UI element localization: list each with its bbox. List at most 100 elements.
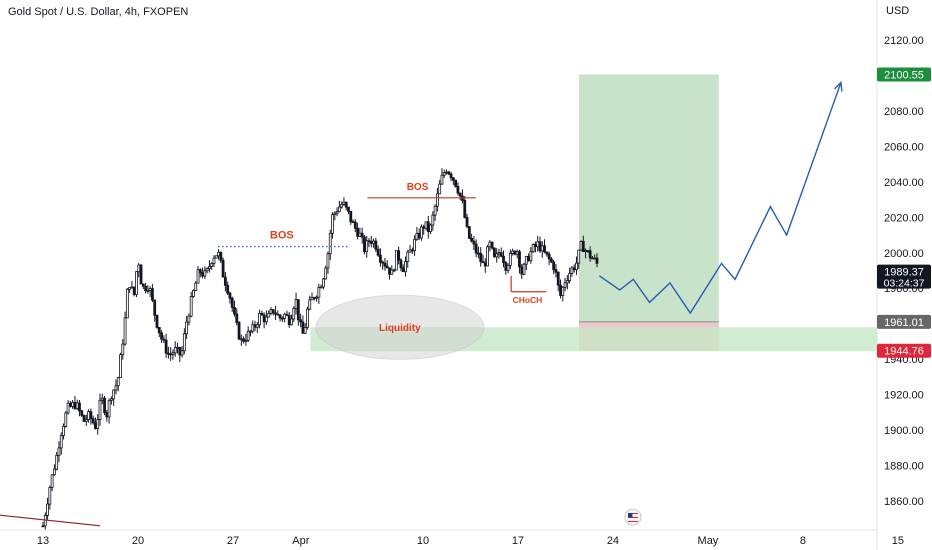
candle-body xyxy=(294,299,298,309)
candle-body xyxy=(404,261,407,273)
candle-body xyxy=(219,251,223,261)
candle-body xyxy=(123,317,127,345)
candle-body xyxy=(148,288,152,291)
candle-body xyxy=(467,226,471,239)
candle-body xyxy=(540,245,544,252)
candle-body xyxy=(483,262,487,267)
candle-body xyxy=(78,402,81,412)
candle-body xyxy=(408,249,412,253)
take-profit-zone xyxy=(579,74,719,322)
candle-body xyxy=(593,257,597,260)
candle-body xyxy=(132,286,136,295)
candle-body xyxy=(274,312,277,315)
candle-body xyxy=(331,214,334,234)
candle-body xyxy=(98,399,102,421)
current-price-badge-countdown: 03:24:37 xyxy=(884,278,925,290)
y-tick-label: 1920.00 xyxy=(884,390,924,402)
candle-body xyxy=(233,307,236,315)
candle-body xyxy=(470,237,473,242)
candle-body xyxy=(568,273,572,281)
candle-body xyxy=(563,282,567,288)
candle-body xyxy=(451,177,455,181)
candle-body xyxy=(139,264,143,285)
candle-body xyxy=(210,262,214,267)
candle-body xyxy=(335,211,339,214)
candle-body xyxy=(301,321,305,334)
candle-body xyxy=(499,252,503,257)
candle-body xyxy=(340,203,344,208)
candle-body xyxy=(283,313,287,319)
projection-path xyxy=(598,82,842,315)
candle-body xyxy=(399,259,403,269)
candle-body xyxy=(59,435,63,449)
candle-body xyxy=(230,297,234,308)
candle-body xyxy=(534,244,537,248)
flag-icon-stripe xyxy=(628,517,638,518)
candle-body xyxy=(383,262,387,267)
flag-icon-stripe xyxy=(628,515,638,516)
candle-body xyxy=(358,232,362,237)
candle-body xyxy=(442,172,446,176)
candle-body xyxy=(185,321,189,335)
candle-body xyxy=(420,226,423,239)
x-tick-label: 20 xyxy=(132,535,144,547)
candle-body xyxy=(237,322,241,340)
candle-body xyxy=(112,389,116,400)
candle-body xyxy=(162,338,166,341)
candle-body xyxy=(324,267,328,280)
candle-body xyxy=(299,319,303,323)
candle-body xyxy=(374,240,378,250)
x-tick-label: 24 xyxy=(607,535,619,547)
candle-body xyxy=(271,309,275,314)
candle-body xyxy=(217,251,220,257)
candle-body xyxy=(87,411,90,420)
currency-label: USD xyxy=(886,5,910,17)
candle-body xyxy=(258,312,261,326)
liquidity-ellipse xyxy=(315,294,485,360)
y-tick-label: 1860.00 xyxy=(884,496,924,508)
candle-body xyxy=(527,256,530,262)
candle-body xyxy=(549,258,553,263)
candle-body xyxy=(401,267,405,273)
candle-body xyxy=(579,240,583,251)
candle-body xyxy=(176,346,179,349)
candle-body xyxy=(319,286,323,289)
candle-body xyxy=(48,487,52,505)
candle-body xyxy=(192,290,195,297)
candle-body xyxy=(456,185,460,194)
candle-body xyxy=(490,241,494,249)
candle-body xyxy=(310,297,314,301)
y-tick-label: 1880.00 xyxy=(884,461,924,473)
candle-body xyxy=(239,338,243,341)
candle-body xyxy=(119,354,122,379)
candle-body xyxy=(303,327,307,334)
candle-body xyxy=(84,419,88,422)
take-profit-badge-bg xyxy=(877,67,931,82)
candle-body xyxy=(164,339,168,354)
candle-body xyxy=(495,253,499,258)
candle-body xyxy=(265,316,268,323)
candle-body xyxy=(52,468,56,476)
flag-icon-stripe xyxy=(628,519,638,520)
candle-body xyxy=(363,236,366,253)
x-tick-label: 8 xyxy=(800,535,806,547)
candle-body xyxy=(100,397,104,401)
candle-body xyxy=(105,412,109,418)
candle-body xyxy=(445,171,448,174)
candle-body xyxy=(360,232,364,238)
candle-body xyxy=(62,426,65,436)
candle-body xyxy=(381,261,385,264)
candle-body xyxy=(267,313,271,318)
candle-body xyxy=(228,292,232,299)
current-price-badge-bg xyxy=(877,264,931,289)
candle-body xyxy=(390,269,394,275)
candle-body xyxy=(429,224,432,232)
current-price-badge-label: 1989.37 xyxy=(884,267,924,279)
candle-body xyxy=(43,515,47,527)
candle-body xyxy=(82,414,86,422)
candle-body xyxy=(322,278,325,288)
candle-body xyxy=(477,252,480,255)
candle-body xyxy=(588,250,592,259)
